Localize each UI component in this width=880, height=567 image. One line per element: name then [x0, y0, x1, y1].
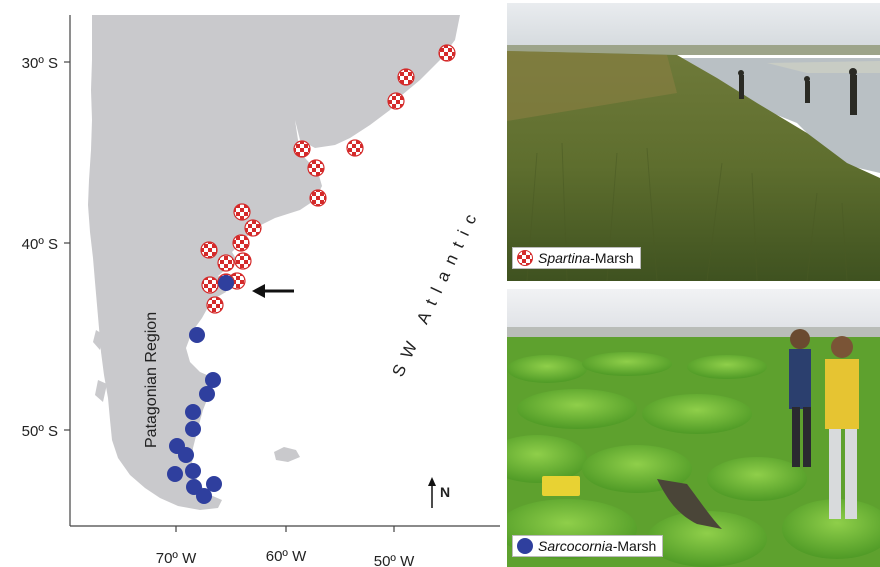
sarcocornia-site — [178, 447, 194, 463]
spartina-site — [438, 44, 456, 62]
north-label: N — [440, 484, 450, 500]
north-arrow-icon — [428, 477, 436, 508]
south-america-landmass — [88, 15, 460, 510]
spartina-legend-label: Spartina-Marsh — [538, 250, 634, 266]
spartina-site — [346, 139, 364, 157]
sarcocornia-marsh-photo — [507, 289, 880, 567]
lon-label-50w: 50º W — [374, 553, 415, 567]
pointer-arrow-icon — [252, 284, 294, 298]
lat-label-40s: 40º S — [22, 236, 58, 253]
spartina-site — [201, 276, 219, 294]
lon-label-70w: 70º W — [156, 550, 197, 567]
spartina-site — [307, 159, 325, 177]
spartina-site — [397, 68, 415, 86]
map-panel: 30º S 40º S 50º S 70º W 60º W 50º W SW A… — [22, 15, 500, 567]
sarcocornia-marker-icon — [517, 538, 533, 554]
spartina-site — [387, 92, 405, 110]
spartina-legend: Spartina-Marsh — [512, 247, 641, 269]
spartina-site — [293, 140, 311, 158]
sarcocornia-site — [185, 463, 201, 479]
sarcocornia-site — [205, 372, 221, 388]
lat-label-30s: 30º S — [22, 55, 58, 72]
spartina-site — [206, 296, 224, 314]
lon-label-60w: 60º W — [266, 548, 307, 565]
sarcocornia-site — [199, 386, 215, 402]
lat-label-50s: 50º S — [22, 423, 58, 440]
sarcocornia-site — [218, 275, 234, 291]
sarcocornia-legend: Sarcocornia-Marsh — [512, 535, 664, 557]
fjord-islands — [93, 280, 108, 402]
sarcocornia-sites — [167, 275, 234, 504]
spartina-marker-icon — [517, 250, 533, 266]
sarcocornia-genus: Sarcocornia — [538, 538, 613, 554]
region-label: Patagonian Region — [143, 312, 160, 448]
spartina-site — [244, 219, 262, 237]
map-axes — [64, 15, 500, 532]
sarcocornia-site — [196, 488, 212, 504]
sarcocornia-site — [167, 466, 183, 482]
ocean-label: SW Atlantic — [388, 203, 484, 380]
spartina-site — [233, 203, 251, 221]
sarcocornia-site — [206, 476, 222, 492]
sarcocornia-site — [185, 421, 201, 437]
spartina-site — [309, 189, 327, 207]
spartina-genus: Spartina — [538, 250, 591, 266]
sarcocornia-legend-label: Sarcocornia-Marsh — [538, 538, 656, 554]
sarcocornia-suffix: -Marsh — [612, 538, 657, 554]
sarcocornia-site — [189, 327, 205, 343]
spartina-site — [234, 252, 252, 270]
spartina-site — [232, 234, 250, 252]
spartina-marsh-photo — [507, 3, 880, 281]
spartina-site — [217, 254, 235, 272]
sarcocornia-site — [185, 404, 201, 420]
spartina-suffix: -Marsh — [590, 250, 634, 266]
falkland-islands — [274, 447, 300, 462]
spartina-site — [200, 241, 218, 259]
